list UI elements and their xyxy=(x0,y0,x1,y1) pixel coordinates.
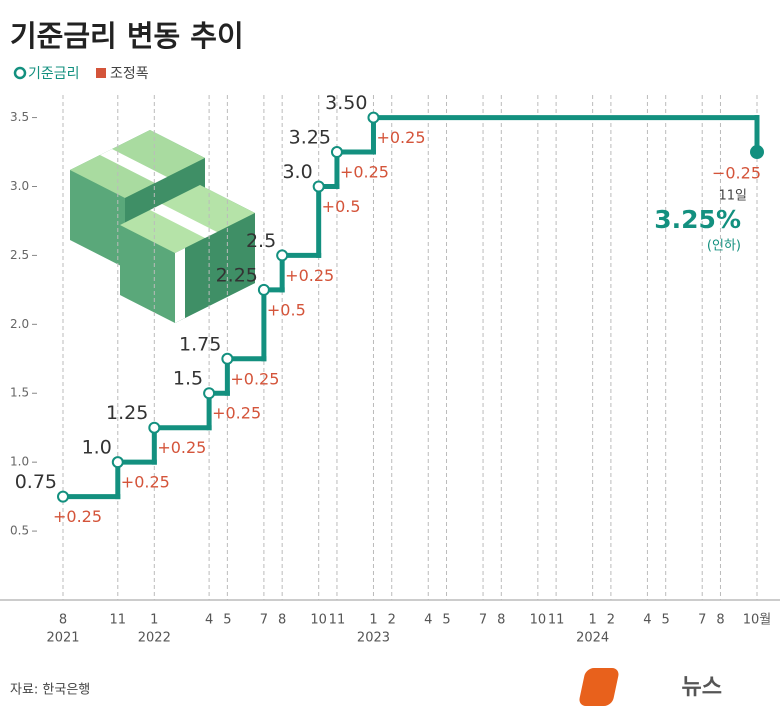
change-label: +0.5 xyxy=(267,300,306,319)
point xyxy=(257,283,270,296)
point xyxy=(111,456,124,469)
year-label: 2024 xyxy=(576,631,609,646)
logo-number: 1 xyxy=(730,674,747,702)
legend-marker xyxy=(13,66,27,80)
year-label: 2022 xyxy=(138,631,171,646)
annotation: (인하) xyxy=(707,239,741,254)
change-label: +0.25 xyxy=(285,266,334,285)
x-tick-label: 2 xyxy=(388,613,396,628)
value-label: 2.5 xyxy=(246,230,276,252)
value-label: 1.25 xyxy=(106,402,148,424)
x-tick-label: 1 xyxy=(150,613,158,628)
x-tick-label: 1 xyxy=(588,613,596,628)
year-label: 2023 xyxy=(357,631,390,646)
y-tick-label: 2.5 xyxy=(10,248,29,262)
x-tick-label: 5 xyxy=(223,613,231,628)
x-tick-label: 10월 xyxy=(743,613,772,628)
change-label: +0.25 xyxy=(121,473,170,492)
change-label: +0.25 xyxy=(376,128,425,147)
x-tick-label: 11 xyxy=(110,613,127,628)
y-tick-label: 0.5 xyxy=(10,524,29,538)
annotation: 11일 xyxy=(718,189,747,204)
value-label: 3.25% xyxy=(654,205,741,234)
point xyxy=(750,145,764,160)
logo-text: 뉴스 xyxy=(682,675,722,700)
value-label: 2.25 xyxy=(216,264,258,286)
change-label: +0.25 xyxy=(340,163,389,182)
change-label: +0.25 xyxy=(230,369,279,388)
y-tick-label: 2.0 xyxy=(10,317,29,331)
value-label: 3.25 xyxy=(289,127,331,149)
x-tick-label: 5 xyxy=(442,613,450,628)
point xyxy=(367,111,380,124)
change-label: +0.5 xyxy=(322,197,361,216)
y-tick-label: 1.0 xyxy=(10,455,29,469)
x-tick-label: 8 xyxy=(716,613,724,628)
x-tick-label: 11 xyxy=(329,613,346,628)
money-illustration xyxy=(70,130,255,323)
y-tick-label: 3.5 xyxy=(10,110,29,124)
point xyxy=(312,180,325,193)
value-label: 3.50 xyxy=(325,92,367,114)
value-label: 1.5 xyxy=(173,368,203,390)
x-tick-label: 8 xyxy=(497,613,505,628)
x-tick-label: 4 xyxy=(205,613,213,628)
x-tick-label: 7 xyxy=(698,613,706,628)
x-tick-label: 7 xyxy=(260,613,268,628)
y-tick-label: 3.0 xyxy=(10,179,29,193)
x-tick-label: 11 xyxy=(548,613,565,628)
x-tick-label: 8 xyxy=(278,613,286,628)
legend-label: 조정폭 xyxy=(110,66,149,82)
change-label: +0.25 xyxy=(157,438,206,457)
value-label: 0.75 xyxy=(15,471,57,493)
value-label: 1.0 xyxy=(82,437,112,459)
change-label: +0.25 xyxy=(212,404,261,423)
x-tick-label: 10 xyxy=(310,613,327,628)
x-tick-label: 4 xyxy=(424,613,432,628)
x-tick-label: 4 xyxy=(643,613,651,628)
logo-badge xyxy=(579,668,619,706)
change-label: +0.25 xyxy=(53,507,102,526)
y-tick-label: 1.5 xyxy=(10,386,29,400)
x-tick-label: 1 xyxy=(369,613,377,628)
legend-label: 기준금리 xyxy=(28,66,80,82)
x-tick-label: 8 xyxy=(59,613,67,628)
year-label: 2021 xyxy=(46,631,79,646)
point xyxy=(148,421,161,434)
chart-title: 기준금리 변동 추이 xyxy=(10,19,244,53)
x-tick-label: 10 xyxy=(530,613,547,628)
x-tick-label: 7 xyxy=(479,613,487,628)
change-label: −0.25 xyxy=(712,164,761,183)
x-tick-label: 2 xyxy=(607,613,615,628)
point xyxy=(203,387,216,400)
value-label: 1.75 xyxy=(179,333,221,355)
source: 자료: 한국은행 xyxy=(10,682,90,698)
point xyxy=(330,146,343,159)
point xyxy=(221,352,234,365)
legend-marker xyxy=(96,68,106,78)
value-label: 3.0 xyxy=(282,161,312,183)
point xyxy=(276,249,289,262)
point xyxy=(57,490,69,503)
x-tick-label: 5 xyxy=(662,613,670,628)
